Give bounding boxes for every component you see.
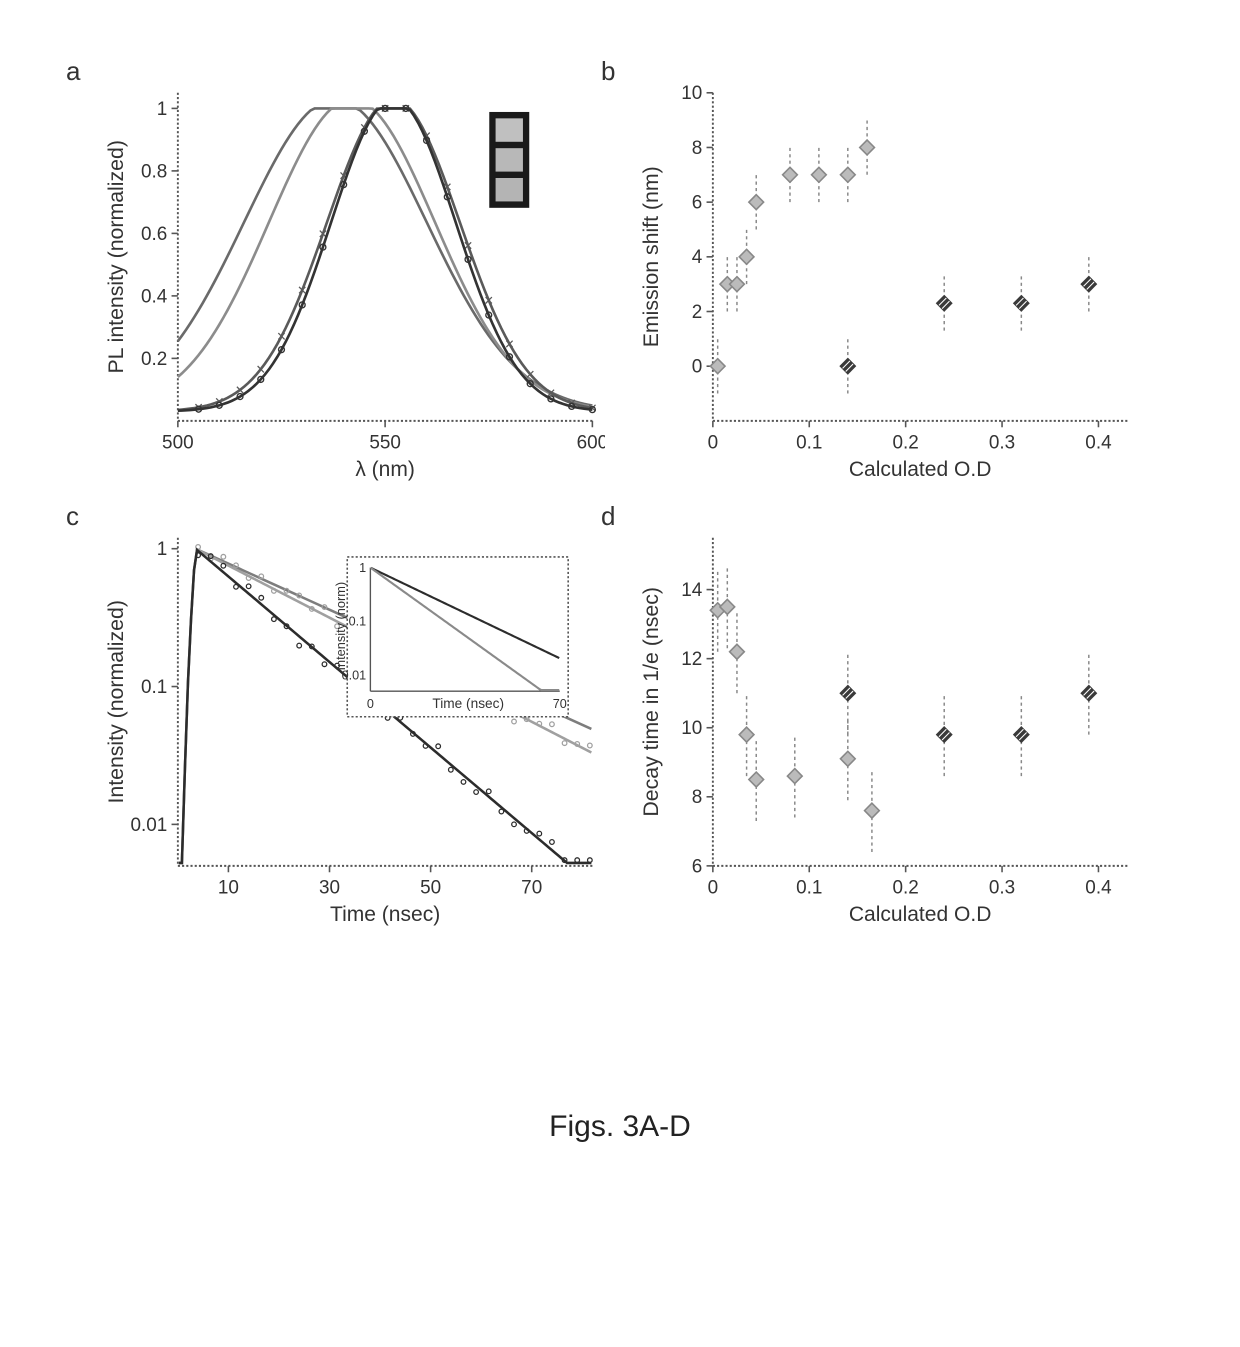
- figure-grid: a 5005506000.20.40.60.81λ (nm)PL intensi…: [0, 0, 1240, 960]
- svg-text:10: 10: [218, 877, 239, 898]
- svg-text:0.1: 0.1: [141, 677, 167, 698]
- svg-text:0: 0: [708, 432, 719, 453]
- svg-text:0.3: 0.3: [989, 877, 1015, 898]
- svg-text:0.3: 0.3: [989, 432, 1015, 453]
- svg-text:8: 8: [692, 787, 703, 808]
- svg-text:0.8: 0.8: [141, 161, 167, 182]
- svg-text:0.4: 0.4: [1085, 432, 1112, 453]
- svg-text:0.2: 0.2: [892, 432, 918, 453]
- svg-text:λ (nm): λ (nm): [355, 458, 415, 481]
- svg-text:Intensity (normalized): Intensity (normalized): [105, 600, 128, 803]
- svg-text:50: 50: [420, 877, 441, 898]
- chart-decay-time: 0 0.1 0.2 0.3 0.4 6 8 10 12 14 Calculated O.D Decay…: [635, 525, 1140, 930]
- chart-emission-shift: 0 0.1 0.2 0.3 0.4 0 2 4 6 8 10 Calculated O.D Emissi…: [635, 80, 1140, 485]
- svg-text:0.1: 0.1: [796, 432, 822, 453]
- page: a 5005506000.20.40.60.81λ (nm)PL intensi…: [0, 0, 1240, 1347]
- svg-text:0: 0: [367, 697, 374, 711]
- svg-text:6: 6: [692, 856, 703, 877]
- panel-d: d 00.10.20.30.468101214Calculated O.DDec…: [635, 525, 1140, 930]
- figure-caption: Figs. 3A-D: [0, 1110, 1240, 1144]
- chart-decay: 103050700.010.11Time (nsec)Intensity (no…: [100, 525, 605, 930]
- svg-text:Intensity (norm): Intensity (norm): [334, 582, 348, 671]
- svg-text:1: 1: [359, 561, 366, 575]
- panel-c-label: c: [66, 501, 79, 532]
- svg-text:0.2: 0.2: [892, 877, 918, 898]
- svg-text:Decay time in 1/e (nsec): Decay time in 1/e (nsec): [640, 587, 663, 817]
- svg-text:Calculated O.D: Calculated O.D: [849, 903, 992, 926]
- svg-text:70: 70: [553, 697, 567, 711]
- svg-text:Time (nsec): Time (nsec): [432, 696, 504, 711]
- chart-pl-spectra: 500 550 600 0.2 0.4 0.6 0.8 1 λ (nm) PL intensity…: [100, 80, 605, 485]
- svg-text:4: 4: [692, 247, 703, 268]
- svg-text:0.1: 0.1: [796, 877, 822, 898]
- svg-text:8: 8: [692, 138, 703, 159]
- svg-text:2: 2: [692, 302, 703, 323]
- svg-text:PL intensity (normalized): PL intensity (normalized): [105, 140, 128, 373]
- svg-text:Time (nsec): Time (nsec): [330, 903, 440, 926]
- svg-text:6: 6: [692, 192, 703, 213]
- svg-text:1: 1: [157, 99, 168, 120]
- svg-text:0.6: 0.6: [141, 224, 167, 245]
- panel-d-label: d: [601, 501, 615, 532]
- svg-text:10: 10: [681, 718, 702, 739]
- svg-text:30: 30: [319, 877, 340, 898]
- panel-a: a 5005506000.20.40.60.81λ (nm)PL intensi…: [100, 80, 605, 485]
- svg-text:12: 12: [681, 649, 702, 670]
- svg-text:0.1: 0.1: [349, 614, 367, 628]
- svg-text:0.4: 0.4: [141, 286, 168, 307]
- panel-c: c 103050700.010.11Time (nsec)Intensity (…: [100, 525, 605, 930]
- panel-a-label: a: [66, 56, 80, 87]
- svg-text:70: 70: [521, 877, 542, 898]
- svg-text:1: 1: [157, 539, 168, 560]
- svg-text:Calculated O.D: Calculated O.D: [849, 458, 992, 481]
- svg-text:Emission shift (nm): Emission shift (nm): [640, 166, 663, 347]
- svg-text:14: 14: [681, 580, 702, 601]
- svg-text:0.2: 0.2: [141, 349, 167, 370]
- svg-text:10: 10: [681, 83, 702, 104]
- svg-text:0: 0: [708, 877, 719, 898]
- svg-text:0: 0: [692, 356, 703, 377]
- panel-b: b 00.10.20.30.40246810Calculated O.DEmis…: [635, 80, 1140, 485]
- svg-text:0.01: 0.01: [130, 814, 167, 835]
- svg-text:600: 600: [577, 432, 605, 453]
- svg-text:0.4: 0.4: [1085, 877, 1112, 898]
- panel-b-label: b: [601, 56, 615, 87]
- svg-text:500: 500: [162, 432, 194, 453]
- svg-text:550: 550: [369, 432, 401, 453]
